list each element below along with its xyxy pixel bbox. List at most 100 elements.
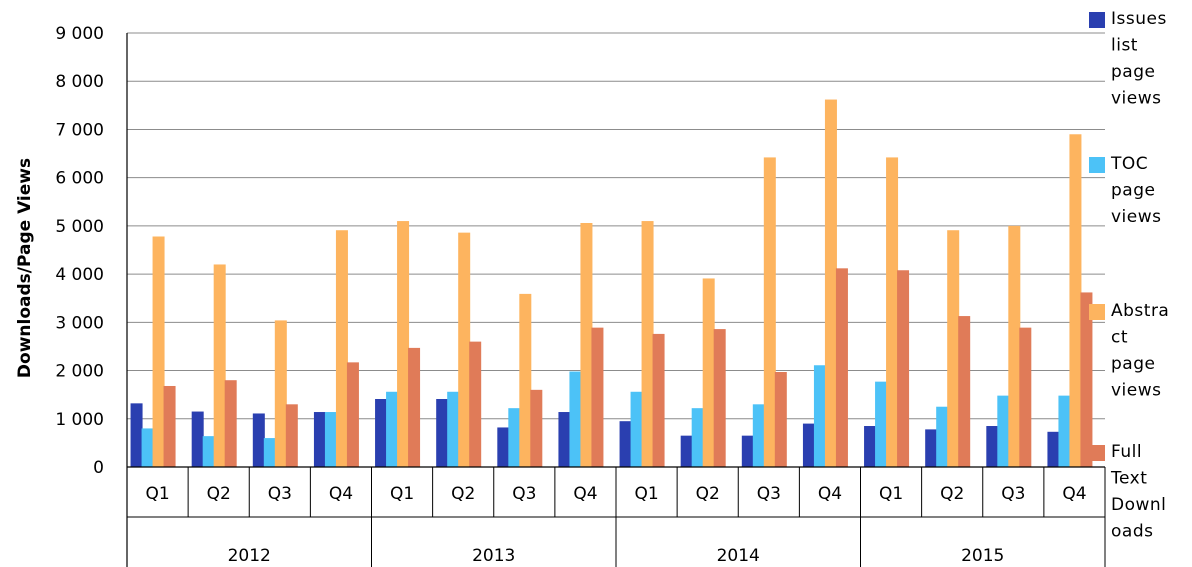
bars <box>130 99 1093 468</box>
x-quarter-label: Q3 <box>1001 484 1025 504</box>
legend-swatch <box>1089 157 1105 173</box>
y-tick-label: 4 000 <box>55 265 104 285</box>
x-quarter-label: Q4 <box>818 484 842 504</box>
x-quarter-label: Q2 <box>207 484 231 504</box>
bar <box>130 403 143 467</box>
bar <box>519 293 532 467</box>
bar <box>752 404 765 467</box>
bar <box>630 391 643 467</box>
bar <box>813 365 826 467</box>
bar <box>591 327 604 467</box>
bar <box>1069 134 1082 467</box>
legend-label: Full <box>1111 442 1142 462</box>
bar <box>508 408 521 467</box>
bar <box>802 423 815 467</box>
bar <box>680 435 693 467</box>
bar <box>774 372 787 467</box>
x-quarter-label: Q2 <box>696 484 720 504</box>
bar <box>897 270 910 467</box>
bar <box>313 412 326 467</box>
x-quarter-label: Q2 <box>940 484 964 504</box>
bar <box>397 221 410 467</box>
bar <box>886 157 899 467</box>
bar <box>530 389 543 467</box>
bar <box>741 435 754 467</box>
y-tick-label: 3 000 <box>55 313 104 333</box>
x-year-label: 2015 <box>961 546 1004 566</box>
bar <box>191 411 204 467</box>
legend-swatch <box>1089 12 1105 28</box>
bar <box>569 371 582 467</box>
bar <box>386 391 399 467</box>
legend-label: views <box>1111 381 1162 401</box>
legend-swatch <box>1089 445 1105 461</box>
legend-label: Text <box>1110 469 1147 489</box>
legend-label: TOC <box>1110 154 1148 174</box>
x-quarter-label: Q1 <box>145 484 169 504</box>
y-tick-label: 1 000 <box>55 410 104 430</box>
y-tick-label: 0 <box>93 458 104 478</box>
x-quarter-label: Q4 <box>573 484 597 504</box>
bar <box>497 427 510 467</box>
y-tick-label: 7 000 <box>55 120 104 140</box>
y-tick-label: 6 000 <box>55 169 104 189</box>
bar <box>163 385 176 467</box>
bar <box>958 316 971 467</box>
y-tick-label: 8 000 <box>55 72 104 92</box>
x-year-label: 2013 <box>472 546 515 566</box>
legend-label: Issues <box>1111 9 1167 29</box>
bar <box>864 426 877 467</box>
bar <box>713 329 726 467</box>
bar <box>691 408 704 467</box>
bar <box>875 381 888 467</box>
legend-label: views <box>1111 89 1162 109</box>
y-tick-label: 9 000 <box>55 24 104 44</box>
bar <box>925 429 938 467</box>
legend-label: page <box>1111 62 1155 82</box>
bar <box>224 380 237 467</box>
bar <box>285 404 298 467</box>
bar <box>936 406 949 467</box>
bar <box>1047 431 1060 467</box>
bar <box>458 232 471 467</box>
x-quarter-label: Q1 <box>390 484 414 504</box>
x-year-label: 2012 <box>228 546 271 566</box>
bar <box>375 399 388 467</box>
x-quarter-label: Q1 <box>634 484 658 504</box>
bar <box>1019 327 1032 467</box>
bar <box>447 391 460 467</box>
bar <box>947 230 960 467</box>
bar <box>436 399 449 467</box>
bar <box>335 230 348 467</box>
bar <box>1080 292 1093 467</box>
legend-label: list <box>1111 36 1138 56</box>
bar <box>619 421 632 467</box>
gridlines <box>127 32 1105 420</box>
legend-label: Abstra <box>1111 301 1169 321</box>
bar <box>408 347 421 467</box>
x-axis-categories: Q1 Q2 Q3 Q4 Q1 Q2 Q3 Q4 Q1 Q2 Q3 Q4 Q1 Q2 Q3 Q4 2012 2013… <box>145 484 1086 566</box>
bar <box>469 341 482 467</box>
bar <box>558 412 571 467</box>
y-tick-label: 5 000 <box>55 217 104 237</box>
bar <box>1058 395 1071 467</box>
bar <box>263 438 276 467</box>
x-quarter-label: Q2 <box>451 484 475 504</box>
bar <box>986 426 999 467</box>
x-quarter-label: Q1 <box>879 484 903 504</box>
bar <box>274 320 287 467</box>
legend: Issues list page views TOC page views Abstra ct p… <box>1089 9 1169 542</box>
bar <box>252 413 265 467</box>
bar <box>202 436 215 467</box>
bar <box>141 428 154 467</box>
y-tick-label: 2 000 <box>55 362 104 382</box>
bar <box>824 99 837 468</box>
bar <box>702 278 715 467</box>
axes <box>126 33 1106 567</box>
x-quarter-label: Q4 <box>329 484 353 504</box>
bar <box>835 268 848 467</box>
x-quarter-label: Q3 <box>757 484 781 504</box>
x-quarter-label: Q3 <box>268 484 292 504</box>
bar <box>324 412 337 467</box>
